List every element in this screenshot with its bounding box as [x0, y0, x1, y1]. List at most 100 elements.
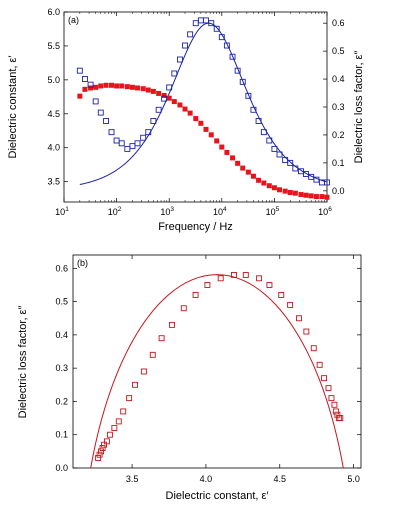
dielectric-constant-point [276, 187, 282, 193]
x-tick-label: 106 [318, 206, 332, 217]
dielectric-constant-point [161, 92, 167, 98]
left-y-tick-label: 4.0 [47, 143, 60, 153]
dielectric-constant-point [292, 190, 298, 196]
dielectric-constant-point [114, 83, 120, 89]
dielectric-constant-point [282, 188, 288, 194]
cole-cole-point [106, 431, 113, 438]
loss-factor-point [287, 159, 294, 166]
cole-cole-point [310, 345, 317, 352]
loss-factor-point [223, 42, 230, 49]
panel-a-frame [63, 11, 328, 203]
loss-factor-point [124, 145, 131, 152]
panel-b: (b) 3.5 4.0 4.5 5.0 0.0 0.1 0.2 0.3 0.4 0.5 0.6 D… [17, 254, 362, 502]
panel-a-dielectric-constant-series [77, 82, 330, 200]
dielectric-constant-point [287, 190, 293, 195]
dielectric-constant-point [208, 132, 214, 138]
loss-factor-point [182, 42, 188, 49]
loss-factor-point [208, 20, 215, 27]
left-y-tick-label: 4.5 [47, 109, 60, 119]
cole-cole-point [101, 441, 107, 448]
cole-cole-point [278, 291, 285, 298]
y-tick-label: 0.0 [55, 463, 68, 473]
dielectric-constant-point [230, 155, 236, 161]
right-y-tick-label: 0.0 [332, 186, 345, 196]
right-y-tick-label: 0.1 [332, 158, 345, 168]
loss-factor-point [276, 151, 283, 158]
dielectric-constant-point [140, 86, 146, 92]
loss-factor-point [145, 129, 152, 136]
panel-a-x-axis-label: Frequency / Hz [158, 221, 233, 233]
dielectric-constant-point [77, 93, 83, 99]
cole-cole-point [217, 275, 224, 282]
dielectric-constant-point [256, 177, 262, 183]
panel-b-x-axis-label: Dielectric constant, ε′ [166, 490, 269, 502]
cole-cole-point [95, 455, 102, 461]
dielectric-constant-point [135, 85, 141, 91]
panel-b-series [95, 272, 344, 461]
x-tick-label: 5.0 [347, 474, 360, 484]
panel-b-frame [72, 254, 362, 469]
right-y-tick-label: 0.4 [332, 74, 345, 84]
cole-cole-point [266, 282, 273, 288]
dielectric-constant-point [182, 106, 188, 112]
dielectric-constant-point [109, 82, 115, 88]
x-tick-label: 104 [213, 206, 227, 217]
loss-factor-point [103, 118, 109, 124]
dielectric-constant-point [271, 185, 277, 191]
dielectric-constant-point [319, 194, 325, 200]
loss-factor-point [192, 20, 199, 27]
dielectric-constant-point [93, 84, 99, 90]
cole-cole-point [303, 328, 310, 335]
cole-cole-point [180, 305, 187, 312]
loss-factor-point [140, 134, 147, 141]
cole-cole-point [132, 381, 138, 388]
dielectric-constant-point [266, 183, 272, 189]
dielectric-constant-point [156, 90, 162, 96]
cole-cole-point [242, 272, 249, 278]
dielectric-constant-point [214, 138, 220, 144]
cole-cole-point [126, 395, 133, 402]
cole-cole-point [96, 451, 103, 458]
loss-factor-point [271, 145, 278, 152]
dielectric-constant-point [219, 144, 225, 150]
loss-factor-point [234, 67, 241, 74]
cole-cole-point [335, 415, 342, 422]
loss-factor-point [203, 17, 209, 24]
dielectric-constant-point [324, 194, 330, 200]
dielectric-constant-point [171, 99, 177, 105]
cole-cole-fit-line [90, 274, 344, 469]
loss-factor-point [266, 137, 273, 144]
dielectric-constant-point [98, 83, 104, 89]
cole-cole-point [337, 415, 344, 422]
cole-cole-point [231, 272, 237, 278]
loss-factor-point [239, 78, 246, 85]
panel-a-left-y-axis-label: Dielectric constant, ε′ [7, 56, 19, 159]
loss-factor-point [129, 143, 136, 150]
cole-cole-point [120, 408, 127, 415]
x-tick-label: 4.0 [200, 474, 213, 484]
panel-a: (a) 101 102 103 104 105 106 3.5 4.0 4.5 5.0 5.5 6.… [7, 7, 365, 233]
x-tick-label: 3.5 [126, 474, 139, 484]
loss-factor-point [213, 25, 220, 32]
cole-cole-point [334, 411, 341, 418]
y-tick-label: 0.3 [55, 363, 68, 373]
cole-cole-point [158, 335, 165, 342]
cole-cole-point [332, 408, 339, 415]
loss-factor-point [161, 95, 168, 102]
loss-factor-point [108, 129, 115, 136]
panel-a-x-ticks: 101 102 103 104 105 106 [55, 12, 332, 217]
x-tick-label: 4.5 [274, 474, 287, 484]
dielectric-constant-point [150, 88, 156, 94]
cole-cole-point [331, 401, 338, 408]
cole-cole-point [111, 425, 118, 432]
loss-factor-point [313, 176, 320, 183]
dielectric-constant-point [235, 160, 241, 166]
dielectric-constant-point [198, 120, 204, 126]
loss-factor-point [171, 70, 178, 77]
panel-b-y-ticks: 0.0 0.1 0.2 0.3 0.4 0.5 0.6 [55, 263, 361, 473]
left-y-tick-label: 5.0 [47, 75, 60, 85]
right-y-tick-label: 0.2 [332, 130, 345, 140]
x-tick-label: 105 [266, 206, 280, 217]
cole-cole-point [98, 448, 105, 455]
left-y-tick-label: 5.5 [47, 41, 60, 51]
